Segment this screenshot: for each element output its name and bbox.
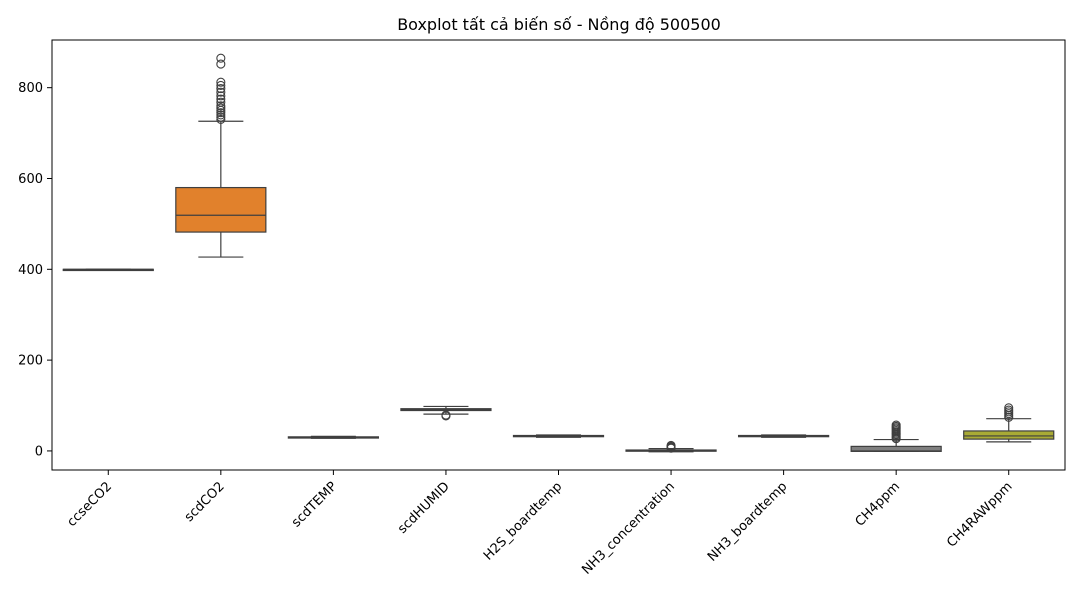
outlier-point	[216, 101, 226, 111]
outlier-point	[216, 110, 226, 120]
outlier-point	[216, 114, 226, 125]
box-H2S_boardtemp	[512, 434, 605, 438]
outlier-point	[666, 440, 676, 451]
x-tick-label: scdTEMP	[289, 479, 340, 530]
x-tick-label: CH4ppm	[853, 479, 903, 529]
y-tick-label: 400	[18, 263, 43, 278]
x-tick-label: H2S_boardtemp	[481, 479, 565, 563]
box-CH4ppm	[850, 420, 942, 452]
outlier-point	[216, 108, 226, 118]
outlier-point	[216, 87, 226, 97]
box-scdCO2	[175, 53, 267, 258]
box-NH3_concentration	[625, 440, 717, 453]
x-tick-label: ccseCO2	[64, 479, 115, 530]
x-tick-label: CH4RAWppm	[944, 479, 1015, 550]
y-tick-label: 600	[18, 172, 43, 187]
box-body	[175, 186, 267, 233]
chart-title: Boxplot tất cả biến số - Nồng độ 500500	[397, 15, 721, 34]
outlier-point	[216, 94, 226, 104]
outlier-point	[891, 420, 901, 430]
x-tick-label: scdHUMID	[395, 479, 453, 537]
outlier-point	[216, 112, 226, 122]
outlier-point	[216, 97, 226, 107]
outlier-point	[1004, 403, 1014, 413]
outlier-point	[216, 103, 226, 113]
outlier-point	[441, 410, 451, 420]
plot-frame	[51, 39, 1066, 471]
y-tick-label: 0	[35, 444, 43, 459]
outlier-point	[216, 53, 226, 63]
outlier-point	[216, 80, 226, 90]
box-CH4RAWppm	[963, 403, 1055, 443]
x-tick-label: scdCO2	[182, 479, 228, 525]
x-tick-label: NH3_concentration	[579, 479, 678, 578]
outlier-point	[216, 59, 226, 69]
outlier-point	[216, 77, 226, 87]
outlier-point	[216, 91, 226, 101]
outlier-point	[1004, 405, 1014, 415]
box-NH3_boardtemp	[737, 434, 830, 438]
plot-area: 0 200 400 600 800 ccseCO2 scdCO2 scdTEMP scdHUMI…	[18, 39, 1066, 578]
box-body	[963, 430, 1055, 440]
box-ccseCO2	[62, 268, 154, 272]
outlier-point	[216, 84, 226, 94]
box-scdTEMP	[287, 435, 380, 439]
y-tick-label: 800	[18, 81, 43, 96]
box-scdHUMID	[400, 405, 492, 421]
y-tick-label: 200	[18, 354, 43, 369]
x-tick-label: NH3_boardtemp	[705, 479, 790, 564]
